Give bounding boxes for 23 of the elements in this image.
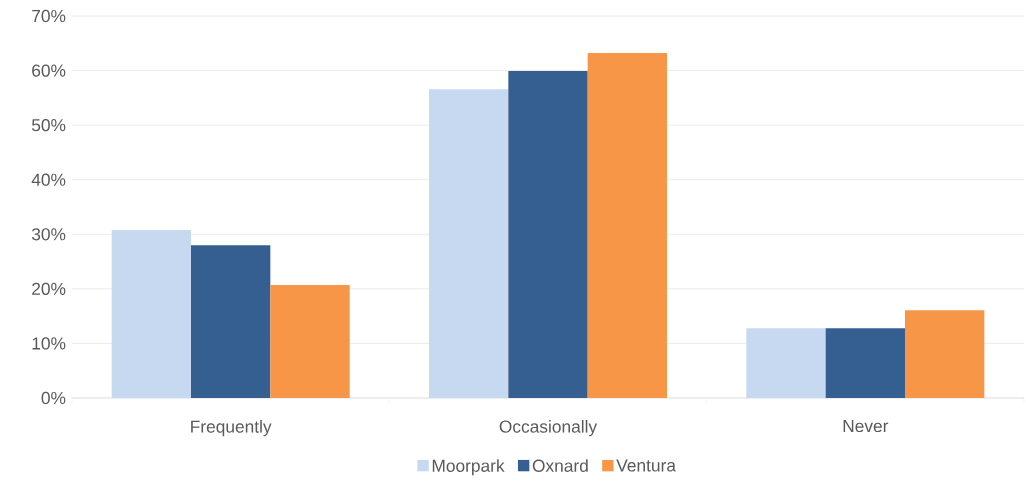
y-tick-label: 60% (32, 64, 66, 77)
bar (270, 285, 350, 398)
legend-label: Ventura (616, 459, 676, 472)
bar (825, 328, 905, 398)
y-tick-label: 10% (32, 337, 66, 350)
y-tick-label: 20% (32, 282, 66, 295)
bar (191, 245, 271, 398)
bar (746, 328, 826, 398)
bar (587, 53, 667, 398)
x-tick-label: Never (843, 420, 889, 433)
bar (508, 71, 588, 398)
y-tick-label: 0% (41, 391, 66, 405)
y-tick-label: 70% (32, 9, 66, 23)
bar (111, 229, 192, 398)
y-tick-label: 40% (31, 173, 66, 186)
x-tick-label: Occasionally (499, 420, 598, 437)
y-tick-label: 30% (31, 228, 66, 241)
legend-label: Moorpark (432, 459, 505, 476)
bar (429, 89, 509, 398)
legend-label: Oxnard (532, 459, 588, 472)
bar (904, 310, 985, 398)
x-tick-label: Frequently (191, 420, 272, 437)
y-tick-label: 50% (31, 119, 66, 132)
